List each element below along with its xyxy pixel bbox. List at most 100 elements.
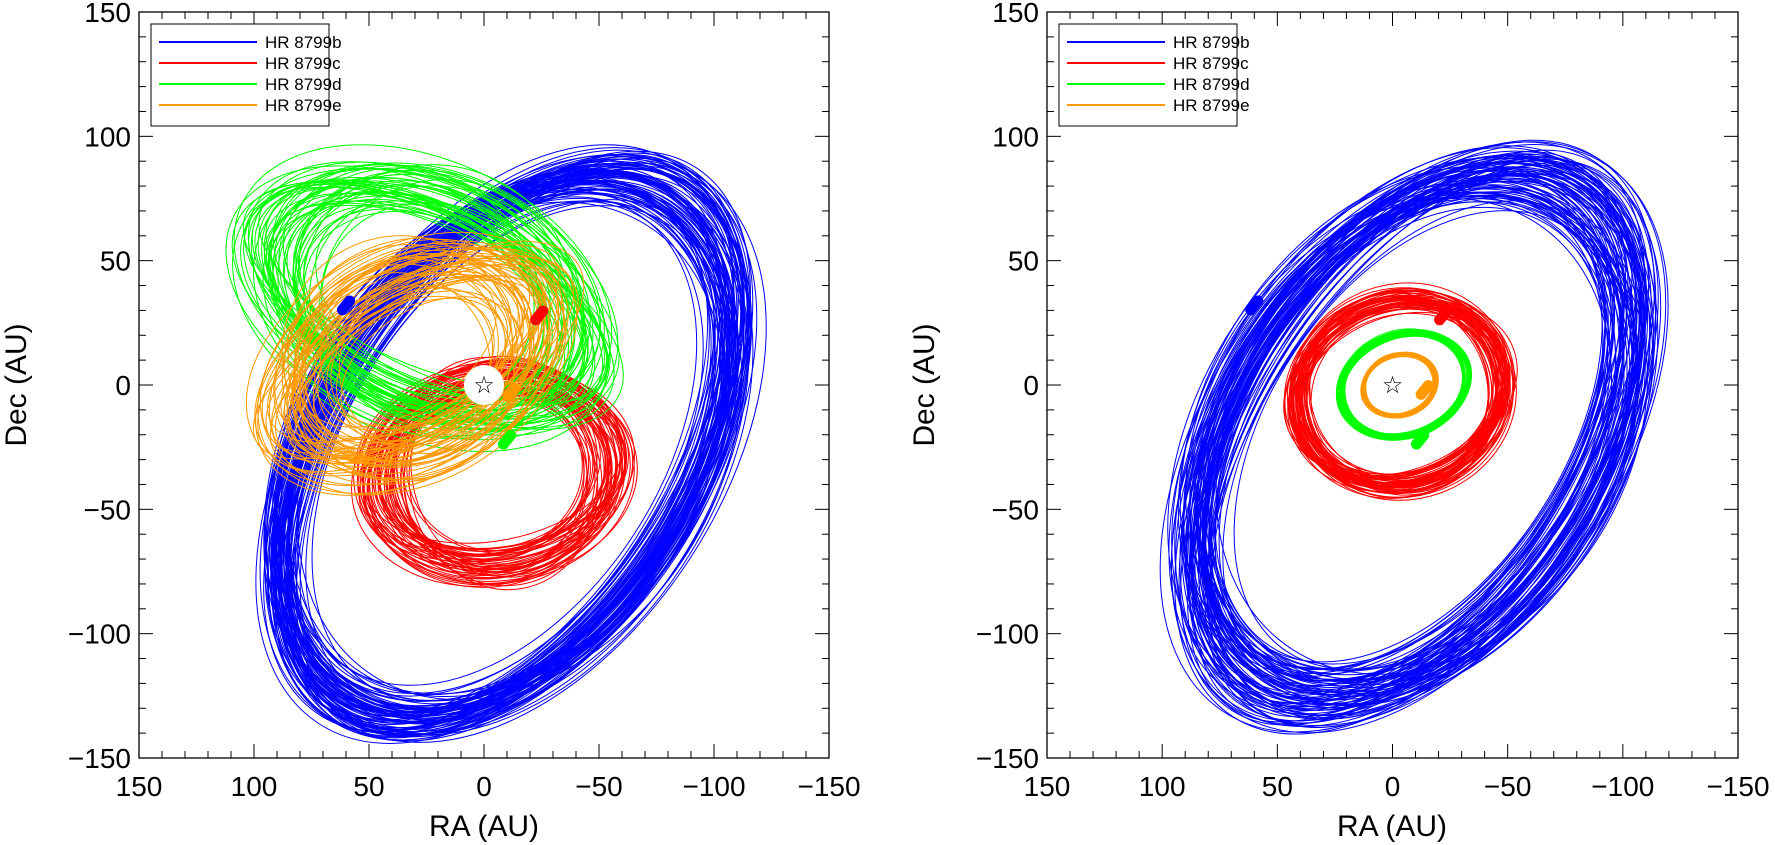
- orbit-hr-8799e: [298, 271, 497, 428]
- orbit-hr-8799e: [255, 252, 565, 496]
- orbit-hr-8799d: [282, 192, 544, 406]
- orbit-hr-8799e: [271, 274, 525, 460]
- orbit-hr-8799b: [1167, 165, 1635, 706]
- x-tick-label: −50: [575, 771, 623, 802]
- orbit-hr-8799d: [270, 164, 619, 432]
- orbit-hr-8799c: [1287, 303, 1506, 493]
- orbit-hr-8799c: [410, 359, 598, 578]
- star-clearing: [464, 365, 504, 405]
- orbit-hr-8799b: [1206, 158, 1659, 728]
- orbit-hr-8799b: [1194, 195, 1617, 671]
- legend-entry-label: HR 8799e: [265, 96, 342, 115]
- legend-entry-label: HR 8799c: [265, 54, 341, 73]
- x-tick-label: 0: [1385, 771, 1401, 802]
- orbit-hr-8799b: [1204, 162, 1650, 724]
- orbit-hr-8799e: [340, 296, 524, 446]
- right-marker-layer: ☆: [1245, 295, 1453, 450]
- x-tick-label: 0: [476, 771, 492, 802]
- orbit-hr-8799b: [1207, 186, 1639, 681]
- orbit-hr-8799b: [296, 161, 739, 714]
- orbit-hr-8799e: [281, 235, 514, 463]
- orbit-hr-8799e: [314, 266, 512, 432]
- orbit-hr-8799b: [1214, 177, 1624, 682]
- orbit-hr-8799b: [274, 153, 734, 732]
- orbit-hr-8799e: [287, 275, 542, 460]
- orbit-hr-8799b: [1194, 166, 1622, 694]
- orbit-hr-8799b: [1203, 191, 1606, 686]
- legend-entry-label: HR 8799b: [265, 33, 342, 52]
- x-tick-label: 50: [353, 771, 384, 802]
- right-x-axis-title: RA (AU): [1337, 810, 1447, 843]
- x-tick-label: 150: [1024, 771, 1071, 802]
- orbit-hr-8799d: [247, 161, 611, 426]
- orbit-hr-8799d: [274, 176, 587, 411]
- planet-marker-hr-8799d: [505, 429, 517, 441]
- y-tick-label: 50: [1008, 246, 1039, 277]
- orbit-hr-8799b: [1204, 196, 1640, 686]
- star-clearing: [1372, 365, 1413, 405]
- left-y-axis-title: Dec (AU): [0, 323, 33, 446]
- orbit-hr-8799b: [295, 168, 745, 737]
- left-axes: 150 100 50 0 −50 −100 −150 −150 −100 −50 0 50 100 150: [68, 0, 861, 802]
- left-orbit-layer: [225, 144, 767, 744]
- orbit-hr-8799e: [288, 255, 579, 464]
- orbit-hr-8799b: [273, 180, 732, 731]
- orbit-hr-8799d: [263, 202, 584, 406]
- planet-marker-hr-8799b: [1252, 295, 1264, 307]
- orbit-hr-8799b: [1218, 173, 1643, 685]
- y-tick-label: −100: [68, 619, 131, 650]
- orbit-hr-8799c: [356, 364, 623, 565]
- planet-marker-hr-8799e: [1422, 380, 1434, 392]
- y-tick-label: 0: [115, 370, 131, 401]
- orbit-hr-8799b: [1159, 155, 1640, 733]
- y-tick-label: 100: [992, 121, 1039, 152]
- y-tick-label: 50: [100, 246, 131, 277]
- orbit-hr-8799c: [1310, 308, 1498, 483]
- orbit-hr-8799b: [1191, 139, 1655, 709]
- y-tick-label: −100: [976, 619, 1039, 650]
- legend-entry-label: HR 8799e: [1173, 96, 1250, 115]
- orbit-hr-8799c: [1292, 289, 1515, 495]
- x-tick-label: −150: [1706, 771, 1769, 802]
- orbit-hr-8799e: [1361, 354, 1439, 418]
- orbit-hr-8799d: [267, 190, 589, 429]
- orbit-hr-8799e: [292, 262, 543, 462]
- orbit-hr-8799b: [1188, 156, 1647, 722]
- orbit-hr-8799d: [295, 185, 544, 414]
- x-tick-label: −100: [682, 771, 745, 802]
- legend-entry-label: HR 8799c: [1173, 54, 1249, 73]
- orbit-hr-8799e: [269, 275, 547, 473]
- legend-entry-label: HR 8799d: [1173, 75, 1250, 94]
- legend-entry-label: HR 8799b: [1173, 33, 1250, 52]
- orbit-hr-8799c: [1301, 298, 1490, 486]
- right-panel: ☆ 150 100 50 0 −50 −100 −150−150−100−500501001…: [908, 0, 1770, 843]
- left-panel: ☆ 150 100 50 0 −50 −100 −150−150−100−500501001…: [0, 0, 861, 843]
- orbit-hr-8799b: [1210, 173, 1649, 720]
- x-tick-label: 150: [116, 771, 163, 802]
- planet-marker-hr-8799b: [344, 295, 356, 307]
- y-tick-label: −50: [84, 494, 132, 525]
- orbit-hr-8799b: [263, 179, 724, 716]
- orbit-hr-8799e: [293, 263, 515, 483]
- orbit-hr-8799c: [1300, 306, 1494, 475]
- orbit-hr-8799d: [244, 186, 589, 401]
- orbit-hr-8799e: [287, 243, 518, 467]
- orbit-hr-8799d: [253, 163, 576, 438]
- orbit-hr-8799b: [1199, 181, 1654, 707]
- x-tick-label: −150: [797, 771, 860, 802]
- right-y-axis-title: Dec (AU): [908, 323, 941, 446]
- x-tick-label: −100: [1591, 771, 1654, 802]
- orbit-hr-8799b: [285, 169, 730, 713]
- orbit-hr-8799d: [242, 182, 608, 406]
- legend-entry-label: HR 8799d: [265, 75, 342, 94]
- orbit-hr-8799b: [1185, 197, 1613, 676]
- orbit-hr-8799d: [1338, 333, 1470, 436]
- star-icon: ☆: [1382, 371, 1404, 399]
- left-x-axis-title: RA (AU): [429, 810, 539, 843]
- orbit-hr-8799b: [1204, 157, 1662, 716]
- right-axes: 150 100 50 0 −50 −100 −150 −150 −100 −50 0 50 100 150: [976, 0, 1770, 802]
- x-tick-label: 50: [1262, 771, 1293, 802]
- y-tick-label: 150: [992, 0, 1039, 28]
- left-legend: HR 8799b HR 8799c HR 8799d HR 8799e: [150, 23, 342, 127]
